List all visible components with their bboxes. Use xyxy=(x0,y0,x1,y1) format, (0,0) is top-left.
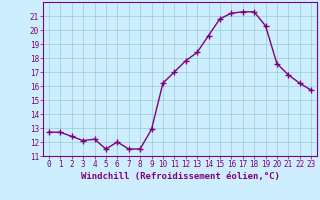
X-axis label: Windchill (Refroidissement éolien,°C): Windchill (Refroidissement éolien,°C) xyxy=(81,172,279,181)
